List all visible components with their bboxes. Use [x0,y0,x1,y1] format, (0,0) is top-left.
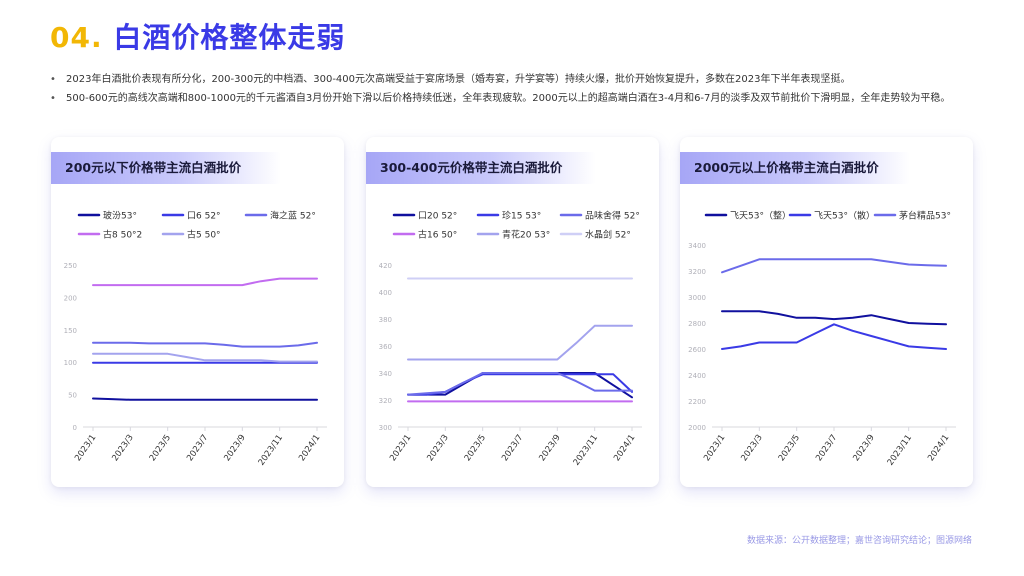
legend-label: 珍15 53° [502,210,541,222]
x-tick-label: 2023/7 [500,433,525,463]
chart-card-high: 2000元以上价格带主流白酒批价 飞天53°（整） 飞天53°（散） 茅台精品53°… [680,137,973,487]
card-header: 300-400元价格带主流白酒批价 [366,152,596,184]
y-tick-label: 380 [379,316,392,324]
legend-label: 古5 50° [187,229,221,241]
y-tick-label: 2200 [688,398,706,406]
x-tick-label: 2023/5 [148,433,173,463]
card-header: 200元以下价格带主流白酒批价 [51,152,281,184]
y-tick-label: 300 [379,424,392,432]
legend-label: 飞天53°（散） [814,210,875,222]
x-tick-label: 2023/3 [425,433,450,463]
x-tick-label: 2023/1 [73,433,98,463]
x-tick-label: 2023/9 [222,433,247,463]
card-header: 2000元以上价格带主流白酒批价 [680,152,910,184]
line-chart: 飞天53°（整） 飞天53°（散） 茅台精品53° 2000 2200 2400 2600 2… [688,210,956,468]
legend-label: 玻汾53° [103,210,137,222]
x-tick-label: 2024/1 [926,433,951,463]
x-tick-label: 2023/7 [814,433,839,463]
series-line [721,323,947,350]
y-tick-label: 2000 [688,424,706,432]
series-line [92,352,318,363]
legend-label: 水晶剑 52° [585,229,631,241]
chart-title: 200元以下价格带主流白酒批价 [65,160,242,175]
y-tick-label: 340 [379,370,392,378]
y-tick-label: 3200 [688,268,706,276]
y-tick-label: 420 [379,262,392,270]
x-tick-label: 2023/5 [463,433,488,463]
chart-card-low: 200元以下价格带主流白酒批价 玻汾53° 口6 52° 海之蓝 52° 古8 50°… [51,137,344,487]
series-line [407,372,633,399]
page-title: 04. 白酒价格整体走弱 [50,16,345,56]
bullet-item: 2023年白酒批价表现有所分化，200-300元的中档酒、300-400元次高端… [50,70,980,89]
legend-label: 海之蓝 52° [270,210,316,222]
y-tick-label: 100 [64,359,77,367]
x-tick-label: 2023/9 [851,433,876,463]
y-tick-label: 3000 [688,294,706,302]
y-tick-label: 200 [64,294,77,302]
chart-title: 300-400元价格带主流白酒批价 [380,160,563,175]
line-chart: 口20 52° 珍15 53° 品味舍得 52° 古16 50° 青花20 53° 水晶剑… [379,210,642,468]
series-line [721,310,947,326]
summary-bullets: 2023年白酒批价表现有所分化，200-300元的中档酒、300-400元次高端… [50,70,980,108]
y-tick-label: 360 [379,343,392,351]
y-tick-label: 0 [73,424,77,432]
x-tick-label: 2024/1 [297,433,322,463]
legend-label: 飞天53°（整） [730,210,791,222]
series-line [92,341,318,348]
x-tick-label: 2023/1 [702,433,727,463]
y-tick-label: 2600 [688,346,706,354]
y-tick-label: 50 [68,392,77,400]
section-title: 白酒价格整体走弱 [113,21,346,54]
legend-label: 茅台精品53° [899,210,951,222]
legend-label: 品味舍得 52° [585,210,640,222]
x-tick-label: 2024/1 [612,433,637,463]
legend-label: 口6 52° [187,212,221,222]
x-tick-label: 2023/11 [257,433,285,468]
bullet-item: 500-600元的高线次高端和800-1000元的千元酱酒自3月份开始下滑以后价… [50,89,980,108]
series-line [407,324,633,361]
series-line [92,277,318,287]
x-tick-label: 2023/3 [110,433,135,463]
chart-title: 2000元以上价格带主流白酒批价 [694,160,879,175]
line-chart: 玻汾53° 口6 52° 海之蓝 52° 古8 50°2 古5 50° 0 50 100 150… [64,210,327,468]
x-tick-label: 2023/9 [537,433,562,463]
y-tick-label: 2800 [688,320,706,328]
y-tick-label: 400 [379,289,392,297]
y-tick-label: 3400 [688,242,706,250]
legend-label: 口20 52° [418,212,457,222]
legend-label: 古8 50°2 [103,229,142,241]
x-tick-label: 2023/1 [388,433,413,463]
series-line [92,397,318,401]
series-line [721,258,947,274]
data-source-note: 数据来源：公开数据整理；嘉世咨询研究结论；图源网络 [746,536,972,546]
legend-label: 古16 50° [418,229,457,241]
x-tick-label: 2023/5 [777,433,802,463]
legend-label: 青花20 53° [502,229,550,241]
x-tick-label: 2023/11 [886,433,914,468]
x-tick-label: 2023/3 [739,433,764,463]
section-number: 04. [50,21,103,54]
series-line [407,372,633,396]
y-tick-label: 250 [64,262,77,270]
chart-card-mid: 300-400元价格带主流白酒批价 口20 52° 珍15 53° 品味舍得 52°… [366,137,659,487]
y-tick-label: 320 [379,397,392,405]
x-tick-label: 2023/11 [572,433,600,468]
x-tick-label: 2023/7 [185,433,210,463]
y-tick-label: 150 [64,327,77,335]
y-tick-label: 2400 [688,372,706,380]
